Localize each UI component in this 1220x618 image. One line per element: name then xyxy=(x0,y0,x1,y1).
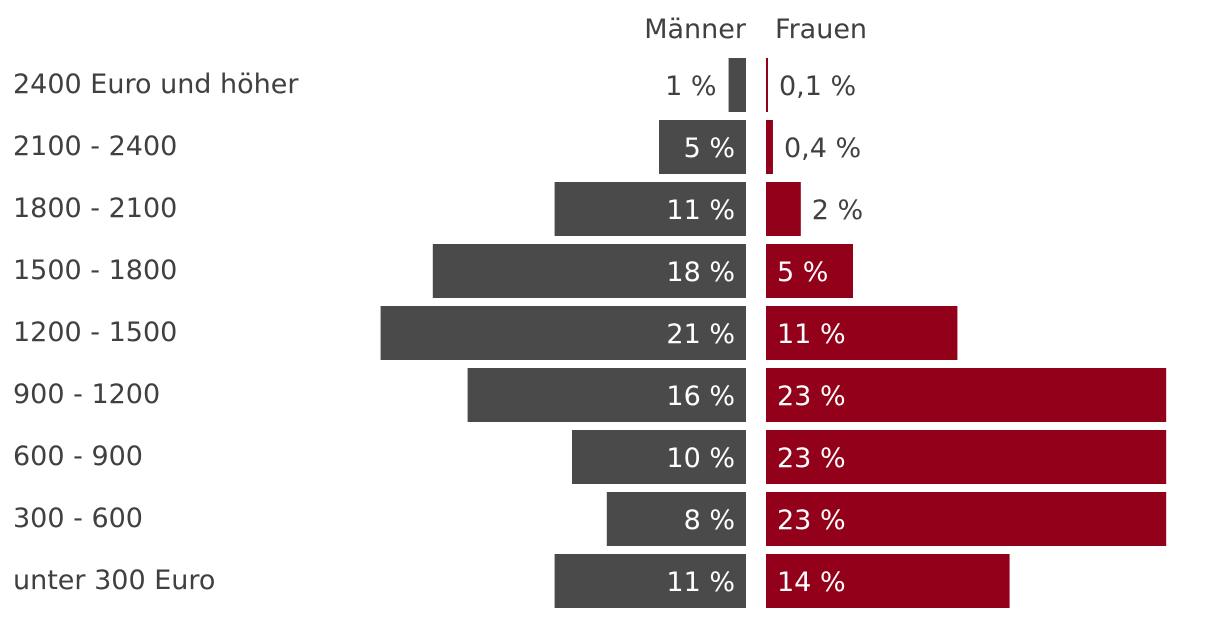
value-label-maenner: 21 % xyxy=(666,319,735,350)
bar-maenner xyxy=(380,306,746,360)
category-label: 1200 - 1500 xyxy=(13,317,177,348)
category-label: 1800 - 2100 xyxy=(13,193,177,224)
chart-row: 600 - 900 10 % 23 % xyxy=(13,430,1167,484)
value-label-frauen: 14 % xyxy=(777,567,846,598)
bar-maenner xyxy=(467,368,746,422)
chart-row: 1200 - 1500 21 % 11 % xyxy=(13,306,958,360)
chart-row: 300 - 600 8 % 23 % xyxy=(13,492,1167,546)
value-label-frauen: 11 % xyxy=(777,319,846,350)
chart-row: 2400 Euro und höher 1 % 0,1 % xyxy=(13,58,856,112)
category-label: 2400 Euro und höher xyxy=(13,69,299,100)
value-label-frauen: 2 % xyxy=(812,195,863,226)
value-label-maenner: 16 % xyxy=(666,381,735,412)
chart-row: 1800 - 2100 11 % 2 % xyxy=(13,182,863,236)
bar-frauen xyxy=(766,492,1167,546)
value-label-frauen: 0,4 % xyxy=(784,133,861,164)
value-label-frauen: 23 % xyxy=(777,443,846,474)
value-label-frauen: 23 % xyxy=(777,381,846,412)
category-label: 900 - 1200 xyxy=(13,379,160,410)
bar-maenner xyxy=(554,554,746,608)
bar-frauen xyxy=(766,430,1167,484)
bar-frauen xyxy=(766,306,958,360)
chart-row: unter 300 Euro 11 % 14 % xyxy=(13,554,1010,608)
value-label-maenner: 11 % xyxy=(666,567,735,598)
value-label-frauen: 0,1 % xyxy=(779,71,856,102)
category-label: 600 - 900 xyxy=(13,441,143,472)
bar-frauen xyxy=(766,554,1010,608)
chart-row: 2100 - 2400 5 % 0,4 % xyxy=(13,120,861,174)
bar-frauen xyxy=(766,120,773,174)
bar-frauen xyxy=(766,244,853,298)
bar-maenner xyxy=(606,492,746,546)
bar-frauen xyxy=(766,58,768,112)
value-label-maenner: 5 % xyxy=(684,133,735,164)
series-header-frauen: Frauen xyxy=(775,14,867,45)
category-label: unter 300 Euro xyxy=(13,565,215,596)
value-label-maenner: 11 % xyxy=(666,195,735,226)
bar-maenner xyxy=(432,244,746,298)
value-label-frauen: 23 % xyxy=(777,505,846,536)
value-label-maenner: 1 % xyxy=(665,71,716,102)
bar-maenner xyxy=(554,182,746,236)
value-label-frauen: 5 % xyxy=(777,257,828,288)
chart-row: 900 - 1200 16 % 23 % xyxy=(13,368,1167,422)
category-label: 2100 - 2400 xyxy=(13,131,177,162)
bar-maenner xyxy=(728,58,746,112)
chart-row: 1500 - 1800 18 % 5 % xyxy=(13,244,853,298)
value-label-maenner: 18 % xyxy=(666,257,735,288)
category-label: 1500 - 1800 xyxy=(13,255,177,286)
bar-maenner xyxy=(659,120,746,174)
value-label-maenner: 8 % xyxy=(684,505,735,536)
value-label-maenner: 10 % xyxy=(666,443,735,474)
bar-frauen xyxy=(766,368,1167,422)
bar-frauen xyxy=(766,182,801,236)
series-header-maenner: Männer xyxy=(644,14,747,45)
category-label: 300 - 600 xyxy=(13,503,143,534)
bar-maenner xyxy=(572,430,746,484)
